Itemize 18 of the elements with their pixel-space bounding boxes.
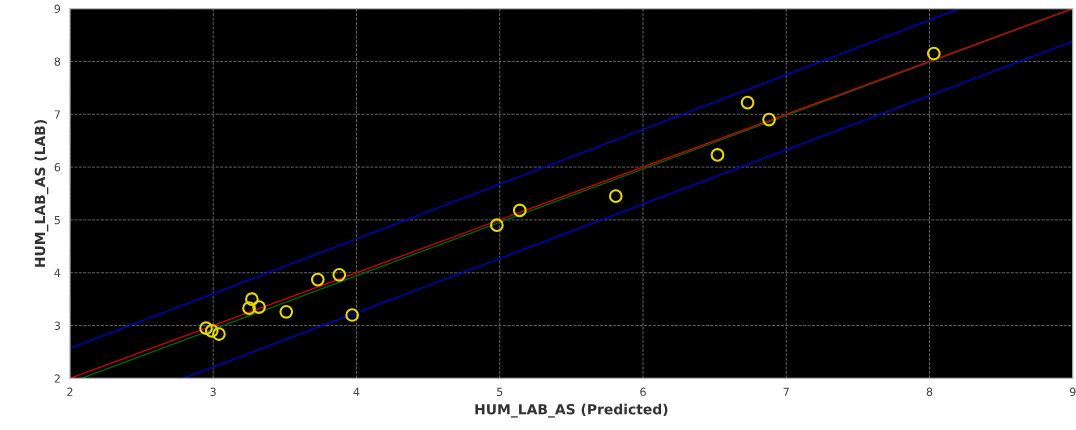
y-tick-label: 4	[54, 268, 61, 277]
x-axis-title: HUM_LAB_AS (Predicted)	[475, 403, 668, 418]
x-tick-label: 7	[783, 387, 789, 396]
y-tick-label: 9	[54, 4, 61, 13]
x-tick-label: 4	[353, 387, 360, 396]
x-tick-label: 3	[210, 387, 216, 397]
y-tick-label: 8	[54, 57, 61, 66]
y-tick-label: 3	[54, 321, 61, 330]
y-tick-label: 5	[54, 216, 60, 225]
x-tick-label: 8	[926, 387, 933, 397]
x-tick-label: 9	[1069, 387, 1076, 397]
x-tick-label: 2	[67, 387, 73, 396]
y-tick-label: 7	[54, 110, 60, 119]
y-tick-label: 6	[54, 163, 61, 172]
y-tick-label: 2	[54, 374, 60, 383]
x-tick-label: 5	[497, 387, 503, 397]
y-axis-title: HUM_LAB_AS (LAB)	[34, 120, 49, 267]
x-tick-label: 6	[640, 387, 646, 397]
